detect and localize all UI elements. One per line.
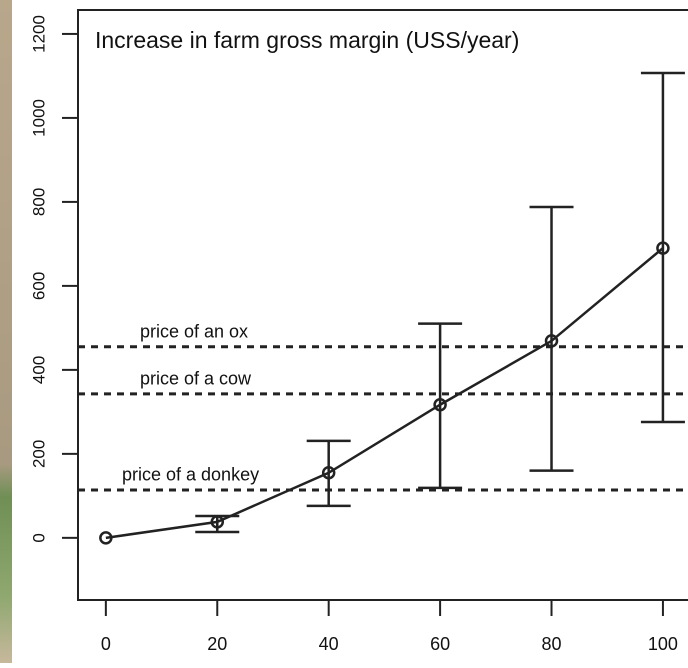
reference-label: price of a donkey bbox=[122, 465, 259, 485]
plot-frame bbox=[77, 9, 688, 601]
chart-title: Increase in farm gross margin (USS/year) bbox=[95, 27, 519, 53]
x-tick-label: 20 bbox=[207, 634, 227, 654]
x-tick-label: 0 bbox=[101, 634, 111, 654]
y-tick-label: 200 bbox=[29, 440, 48, 468]
y-tick-label: 0 bbox=[29, 533, 48, 542]
y-tick-label: 400 bbox=[29, 356, 48, 384]
x-tick-label: 100 bbox=[648, 634, 678, 654]
reference-label: price of an ox bbox=[140, 322, 248, 342]
error-bar bbox=[306, 439, 351, 508]
y-tick-label: 800 bbox=[29, 188, 48, 216]
data-point bbox=[321, 466, 336, 480]
background-photo bbox=[0, 0, 12, 663]
error-bar bbox=[418, 322, 463, 490]
reference-label: price of a cow bbox=[140, 369, 252, 389]
data-line bbox=[105, 247, 664, 540]
x-tick-label: 60 bbox=[430, 634, 450, 654]
data-point bbox=[210, 515, 225, 529]
x-tick-label: 80 bbox=[542, 634, 562, 654]
data-point bbox=[544, 334, 559, 348]
error-bar bbox=[640, 71, 685, 424]
error-bar bbox=[529, 205, 574, 472]
data-point bbox=[656, 241, 670, 255]
y-tick-label: 600 bbox=[29, 272, 48, 300]
x-tick-label: 40 bbox=[319, 634, 339, 654]
y-tick-label: 1000 bbox=[29, 99, 48, 137]
y-tick-label: 1200 bbox=[29, 15, 48, 53]
data-point bbox=[433, 397, 447, 412]
data-point bbox=[99, 531, 113, 545]
